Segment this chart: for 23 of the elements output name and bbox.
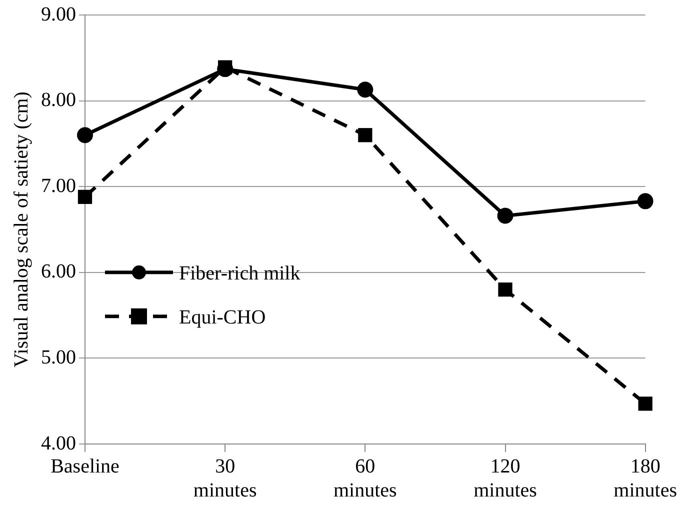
point [498,282,512,297]
x-tick-label: 60 minutes [333,455,398,502]
y-tick-label: 5.00 [41,346,76,368]
y-tick-label: 9.00 [41,3,76,26]
legend-label: Equi-CHO [179,306,266,329]
point [357,82,374,98]
y-tick-label: 8.00 [41,89,76,112]
x-tick-label: 120 minutes [474,455,538,502]
point [77,127,93,144]
x-tick-label: Baseline [50,455,120,478]
y-tick-label: 6.00 [41,260,76,283]
point [78,190,92,204]
legend-label: Fiber-rich milk [179,262,300,285]
point [358,128,372,142]
y-axis-title: Visual analog scale of satiety (cm) [10,92,32,368]
x-tick-label: 30 minutes [193,455,257,502]
point [218,60,232,74]
x-tick-label: 180 minutes [614,455,678,502]
point [497,208,514,224]
point [637,193,654,210]
y-tick-label: 7.00 [41,174,76,197]
point [638,396,652,411]
y-tick-label: 4.00 [41,432,76,454]
